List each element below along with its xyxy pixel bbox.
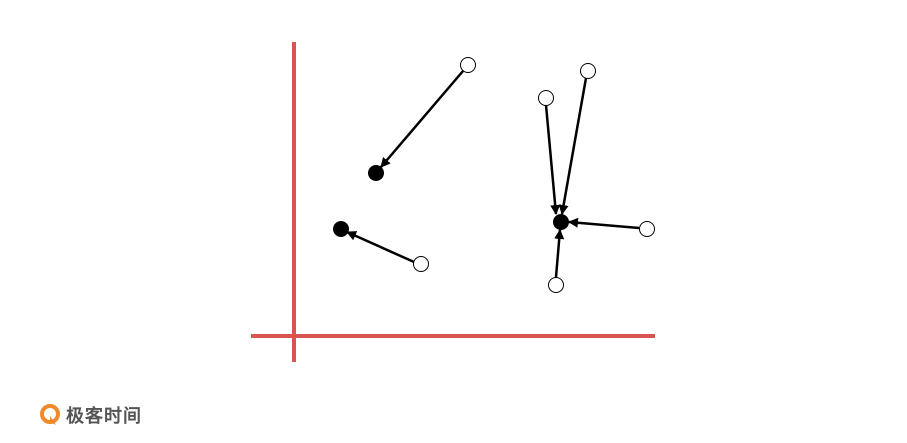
- source-point: [538, 90, 554, 106]
- source-point: [413, 256, 429, 272]
- source-point: [460, 57, 476, 73]
- brand-text: 极客时间: [66, 406, 142, 427]
- brand-watermark: 极客时间: [38, 402, 142, 428]
- geektime-logo-icon: [40, 404, 60, 425]
- arrow-to-centroid-3: [558, 77, 588, 215]
- arrow-to-centroid-3: [568, 217, 640, 230]
- arrow-to-centroid-1: [380, 70, 464, 168]
- arrow-to-centroid-2: [346, 230, 415, 264]
- centroid-point: [333, 221, 349, 237]
- source-point: [580, 63, 596, 79]
- centroid-point: [368, 165, 384, 181]
- source-point: [639, 221, 655, 237]
- centroid-point: [553, 214, 569, 230]
- arrow-to-centroid-3: [554, 229, 565, 278]
- arrow-to-centroid-3: [544, 104, 561, 215]
- source-point: [548, 277, 564, 293]
